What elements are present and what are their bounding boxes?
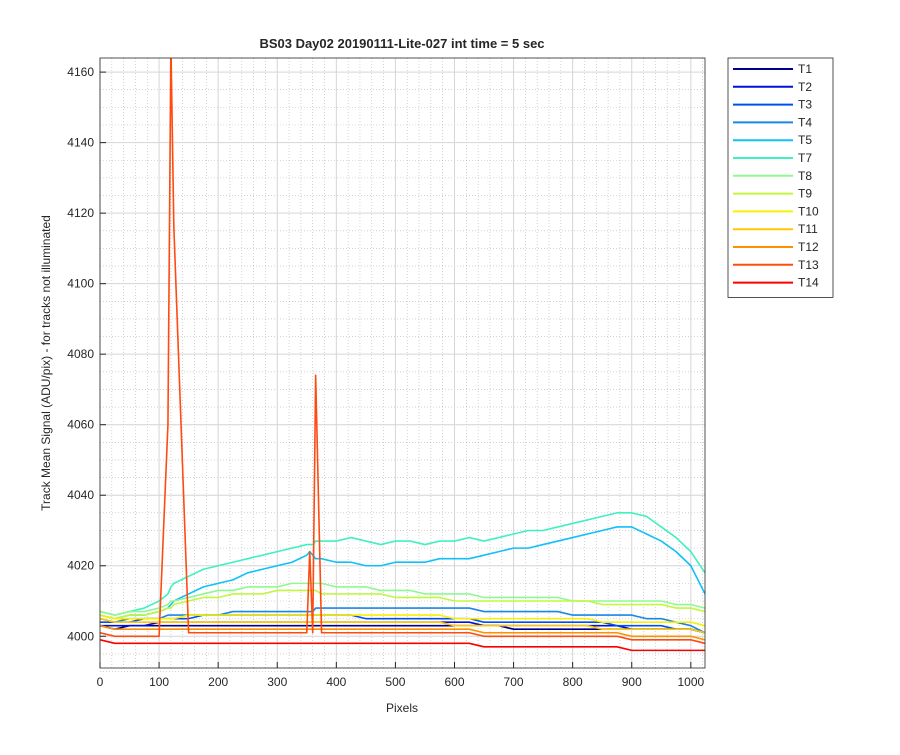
x-tick-label: 300 — [267, 675, 287, 689]
legend-label: T12 — [798, 240, 819, 254]
series-line — [100, 617, 705, 634]
y-tick-label: 4020 — [67, 559, 94, 573]
legend-label: T5 — [798, 133, 812, 147]
x-tick-label: 400 — [326, 675, 346, 689]
series-line — [100, 58, 705, 645]
axes-box — [99, 57, 706, 669]
plot-area — [100, 58, 705, 668]
legend-label: T10 — [798, 204, 819, 218]
x-tick-label: 900 — [622, 675, 642, 689]
y-tick-label: 4160 — [67, 65, 94, 79]
series-line — [100, 624, 705, 641]
y-tick-label: 4080 — [67, 347, 94, 361]
series-line — [100, 614, 705, 627]
legend-box — [727, 57, 834, 298]
legend-label: T9 — [798, 187, 812, 201]
series-line — [100, 582, 705, 616]
legend-label: T8 — [798, 169, 812, 183]
legend-label: T3 — [798, 98, 812, 112]
x-tick-label: 100 — [149, 675, 169, 689]
y-tick-label: 4100 — [67, 277, 94, 291]
y-tick-label: 4140 — [67, 136, 94, 150]
legend-label: T7 — [798, 151, 812, 165]
legend: T1 T2 T3 T4 T5 T7 T8 T9 T10 T11 T12 T13 T14 — [727, 57, 834, 298]
legend-label: T11 — [798, 222, 818, 236]
chart-title: BS03 Day02 20190111-Lite-027 int time = … — [259, 36, 544, 51]
series-line — [100, 512, 705, 616]
x-tick-label: 200 — [208, 675, 228, 689]
legend-label: T2 — [798, 80, 812, 94]
x-tick-label: 800 — [563, 675, 583, 689]
x-tick-label: 600 — [444, 675, 464, 689]
lines — [100, 58, 705, 652]
x-axis-label: Pixels — [386, 701, 418, 715]
y-tick-label: 4040 — [67, 488, 94, 502]
x-tick-label: 1000 — [677, 675, 704, 689]
legend-label: T13 — [798, 258, 819, 272]
x-tick-label: 0 — [97, 675, 104, 689]
y-tick-label: 4000 — [67, 629, 94, 643]
legend-label: T1 — [798, 62, 812, 76]
legend-label: T14 — [798, 276, 819, 290]
y-tick-label: 4120 — [67, 206, 94, 220]
series-line — [100, 589, 705, 620]
x-tick-label: 700 — [504, 675, 524, 689]
y-tick-label: 4060 — [67, 418, 94, 432]
series-line — [100, 607, 705, 634]
x-tick-label: 500 — [385, 675, 405, 689]
series-line — [100, 526, 705, 620]
ticks: 4000 4020 4040 4060 4080 4100 4120 4140 4160 0 100… — [67, 65, 704, 689]
series-line — [100, 639, 705, 652]
series-line — [100, 624, 705, 634]
legend-label: T4 — [798, 115, 812, 129]
series-line — [100, 614, 705, 634]
y-axis-label: Track Mean Signal (ADU/pix) - for tracks… — [39, 215, 53, 511]
